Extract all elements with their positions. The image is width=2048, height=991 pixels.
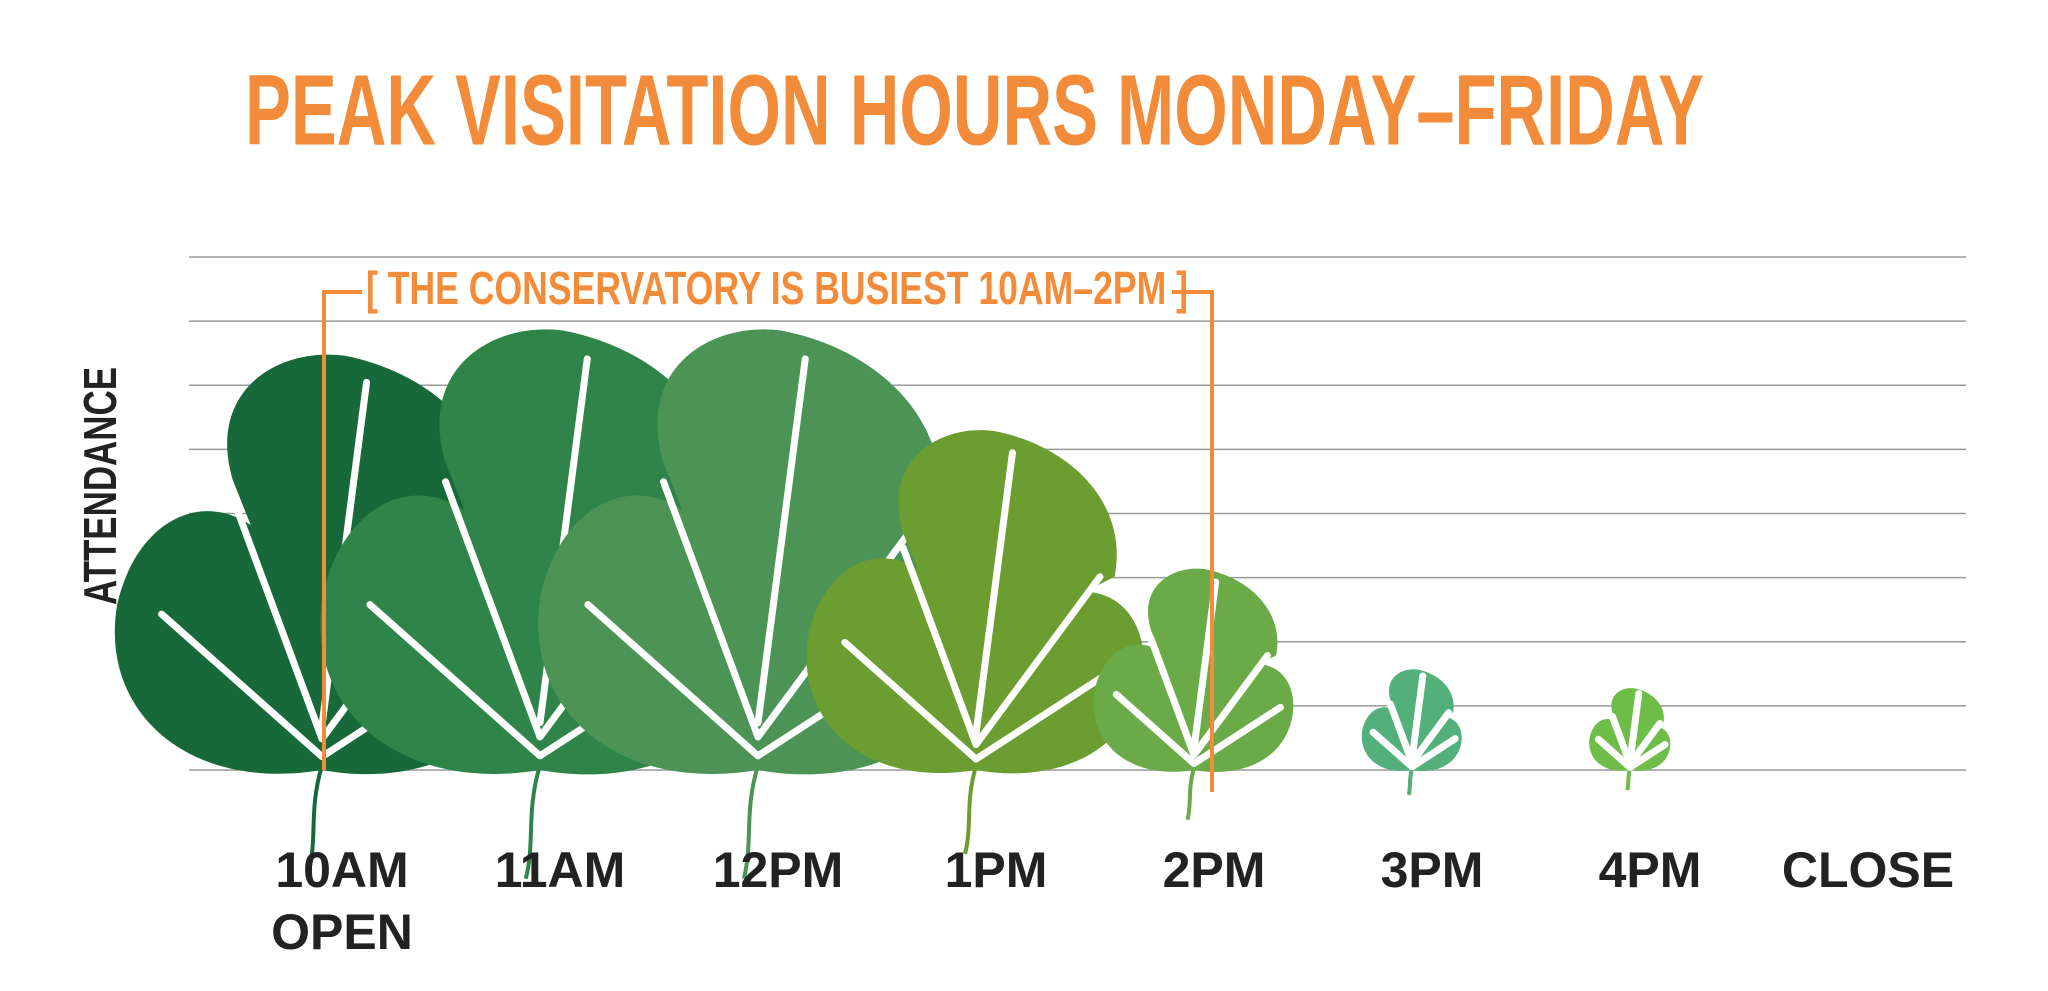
bracket-line (322, 290, 1214, 792)
leaf-slits (845, 453, 1122, 759)
x-tick-label: 1PM (945, 842, 1048, 898)
plot-area (114, 329, 1671, 878)
leaf-stem (1409, 769, 1412, 795)
leaf-slits (1116, 582, 1280, 763)
chart-title: PEAK VISITATION HOURS MONDAY–FRIDAY (245, 54, 1704, 166)
leaf-stem (1627, 769, 1630, 790)
leaf-stem (744, 765, 758, 878)
y-axis-label: ATTENDANCE (74, 367, 126, 605)
x-tick-label: 4PM (1599, 842, 1702, 898)
leaf-slits (1373, 676, 1455, 767)
leaf-slits (1598, 694, 1665, 768)
leaf-slits (588, 359, 947, 756)
x-tick-label: 11AM (495, 842, 626, 898)
x-tick-label: 3PM (1381, 842, 1484, 898)
leaf (1589, 688, 1671, 790)
leaf (806, 430, 1144, 854)
x-tick-label: 10AM (275, 842, 408, 898)
leaf-stem (309, 766, 322, 873)
leaf-stem (526, 765, 540, 878)
annotation-bracket (322, 290, 1214, 792)
x-tick-label: 2PM (1163, 842, 1266, 898)
x-tick-label: 12PM (713, 842, 844, 898)
x-tick-sublabel: OPEN (271, 904, 413, 960)
x-axis: 10AM 11AM 12PM 1PM 2PM 3PM 4PM CLOSE OPEN (271, 842, 1954, 960)
leaf (1093, 568, 1294, 820)
leaf (1361, 669, 1462, 795)
x-tick-label: CLOSE (1782, 842, 1954, 898)
leaf-stem (965, 766, 976, 853)
leaf-stem (1188, 768, 1194, 820)
annotation: [ THE CONSERVATORY IS BUSIEST 10AM–2PM ] (366, 262, 1188, 314)
